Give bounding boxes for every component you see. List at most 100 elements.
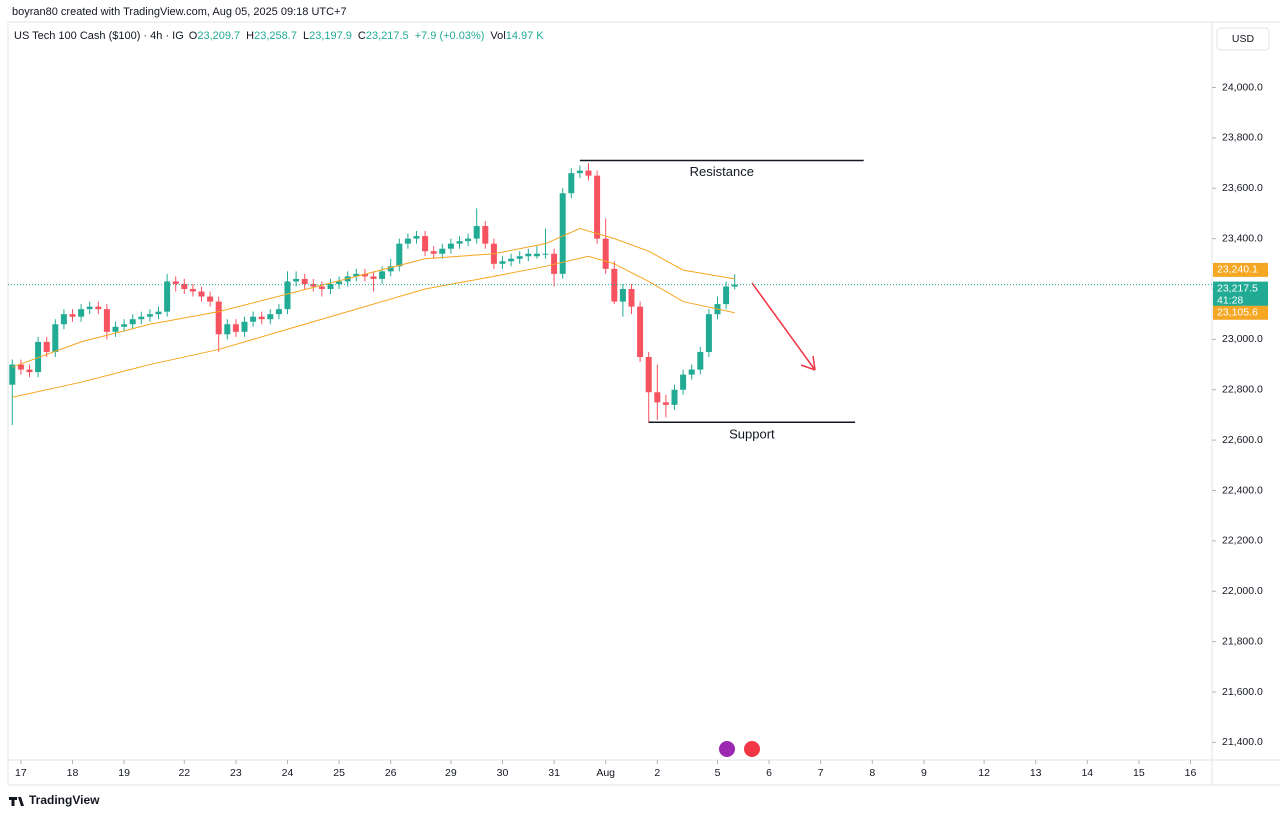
candle-body <box>250 316 257 322</box>
candle-body <box>533 253 540 257</box>
candle-body <box>370 276 377 279</box>
y-tick-label: 22,200.0 <box>1222 535 1263 547</box>
candle-body <box>542 253 549 255</box>
moving-average <box>12 228 735 368</box>
candle-body <box>508 258 515 262</box>
x-tick-label: 12 <box>978 767 990 779</box>
candle-body <box>731 284 738 287</box>
x-tick-label: 31 <box>548 767 560 779</box>
y-tick-label: 21,800.0 <box>1222 635 1263 647</box>
candle-body <box>628 288 635 307</box>
legend-label: H <box>246 30 254 42</box>
x-tick-label: 5 <box>715 767 721 779</box>
candle-body <box>619 288 626 302</box>
candle-body <box>129 319 136 325</box>
x-tick-label: 13 <box>1030 767 1042 779</box>
candle-body <box>241 321 248 332</box>
y-tick-label: 22,800.0 <box>1222 384 1263 396</box>
candle-body <box>482 226 489 244</box>
currency-button[interactable] <box>1216 27 1270 51</box>
x-tick-label: 8 <box>869 767 875 779</box>
x-tick-label: 22 <box>178 767 190 779</box>
candle-body <box>95 306 102 310</box>
candle-body <box>525 253 532 257</box>
x-tick-label: 23 <box>230 767 242 779</box>
candle-body <box>688 369 695 375</box>
candle-body <box>35 341 42 373</box>
legend-label: L <box>303 30 309 42</box>
candle-body <box>473 226 480 239</box>
credit: boyran80 created with TradingView.com, A… <box>12 6 347 18</box>
legend-value: 14.97 K <box>506 30 545 42</box>
y-tick-label: 23,600.0 <box>1222 182 1263 194</box>
candle-body <box>232 324 239 332</box>
candle-body <box>430 251 437 254</box>
y-tick-label: 23,400.0 <box>1222 232 1263 244</box>
y-tick-label: 23,800.0 <box>1222 132 1263 144</box>
candle-body <box>439 248 446 254</box>
x-tick-label: 19 <box>118 767 130 779</box>
candle-body <box>181 283 188 289</box>
candle-body <box>387 266 394 272</box>
candle-body <box>465 238 472 242</box>
candle-body <box>318 286 325 289</box>
candle-body <box>697 351 704 370</box>
x-tick-label: 17 <box>15 767 27 779</box>
candle-body <box>327 283 334 289</box>
x-tick-label: 25 <box>333 767 345 779</box>
legend-value: 23,209.7 <box>197 30 240 42</box>
y-tick-label: 23,000.0 <box>1222 333 1263 345</box>
x-tick-label: 15 <box>1133 767 1145 779</box>
logo: TradingView <box>29 793 100 807</box>
candle-body <box>86 306 93 310</box>
currency[interactable]: USD <box>1232 33 1255 45</box>
candle-body <box>396 243 403 267</box>
candle-body <box>284 281 291 310</box>
legend-value: +7.9 (+0.03%) <box>415 30 485 42</box>
x-tick-label: 6 <box>766 767 772 779</box>
x-tick-label: 9 <box>921 767 927 779</box>
candle-body <box>559 193 566 274</box>
x-tick-label: Aug <box>596 767 615 779</box>
candle-body <box>17 364 24 370</box>
candle-body <box>662 402 669 405</box>
candle-body <box>645 356 652 393</box>
flag-icon[interactable] <box>744 741 760 757</box>
level-label: Resistance <box>690 164 754 179</box>
legend-value: 23,217.5 <box>366 30 409 42</box>
candle-body <box>447 243 454 249</box>
legend: US Tech 100 Cash ($100) · 4h · IG O 23,209… <box>14 30 544 42</box>
candle-body <box>146 314 153 317</box>
candle-body <box>361 273 368 277</box>
level-label: Support <box>729 427 775 442</box>
candle-body <box>611 268 618 302</box>
candle-body <box>189 288 196 292</box>
logo-mark <box>9 797 24 806</box>
candle-body <box>499 261 506 264</box>
y-tick-label: 22,600.0 <box>1222 434 1263 446</box>
candle-body <box>413 236 420 239</box>
candle-body <box>164 281 171 312</box>
candle-body <box>275 309 282 315</box>
candle-body <box>310 283 317 287</box>
candle-body <box>207 296 214 302</box>
x-tick-label: 14 <box>1081 767 1093 779</box>
event-icon[interactable] <box>719 741 735 757</box>
moving-average <box>12 255 735 398</box>
y-tick-label: 22,400.0 <box>1222 484 1263 496</box>
x-tick-label: 16 <box>1185 767 1197 779</box>
price-label-box <box>1213 262 1268 277</box>
legend-value: 23,197.9 <box>309 30 352 42</box>
candle-body <box>103 309 110 332</box>
candle-body <box>301 278 308 284</box>
legend-value: 23,258.7 <box>254 30 297 42</box>
x-tick-label: 24 <box>282 767 294 779</box>
candle-body <box>69 314 76 317</box>
candle-body <box>353 273 360 277</box>
x-tick-label: 26 <box>385 767 397 779</box>
candle-body <box>224 324 231 335</box>
arrow <box>751 282 816 371</box>
countdown: 41:28 <box>1217 294 1243 306</box>
x-tick-label: 2 <box>654 767 660 779</box>
